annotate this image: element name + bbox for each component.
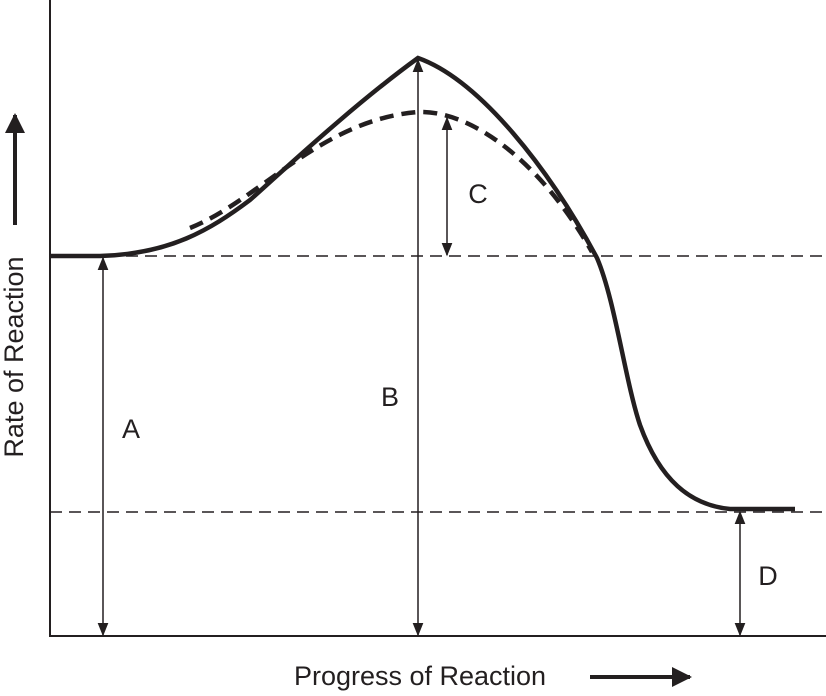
label-b: B [381,382,399,412]
x-axis-label: Progress of Reaction [294,661,546,691]
label-c: C [468,179,488,209]
label-a: A [122,414,140,444]
arrows [97,58,746,637]
y-axis-label: Rate of Reaction [0,256,29,457]
label-d: D [758,561,778,591]
catalyzed-curve [189,109,594,254]
uncatalyzed-curve [50,55,795,512]
reference-lines [50,255,826,513]
axes [49,0,826,637]
